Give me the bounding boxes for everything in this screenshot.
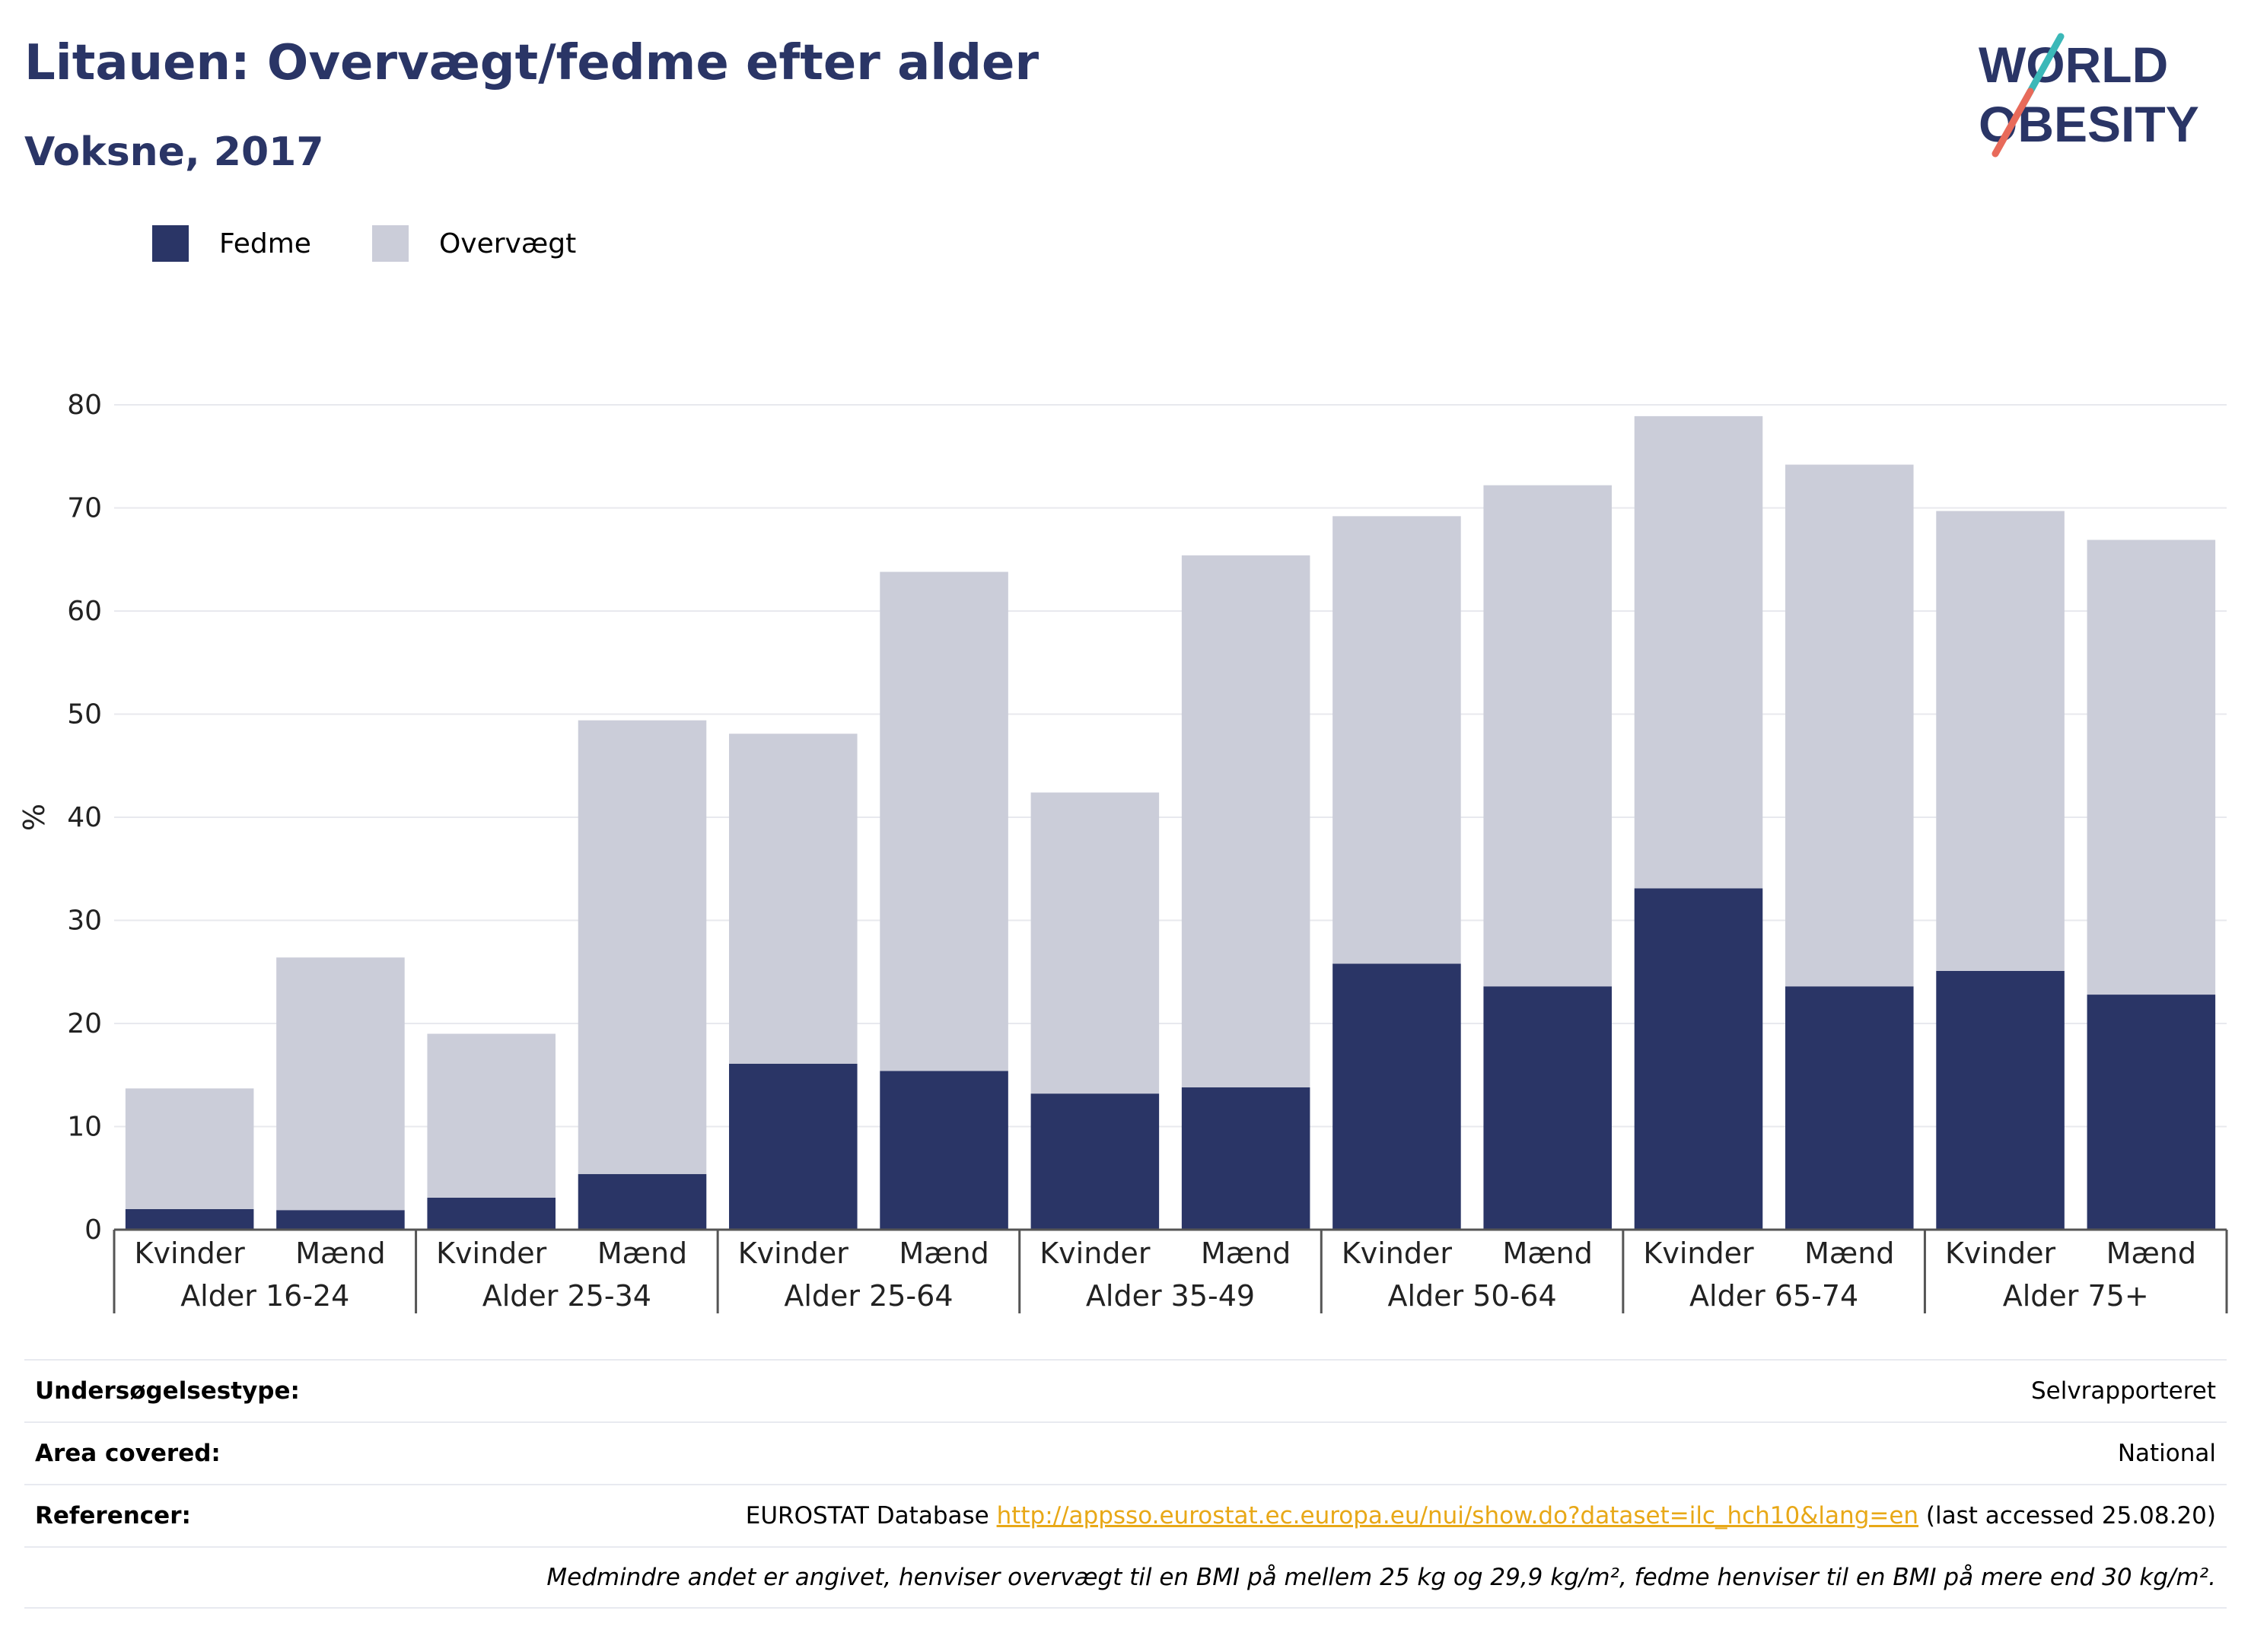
bar-fedme bbox=[729, 1063, 858, 1230]
legend-swatch-fedme bbox=[152, 225, 189, 262]
x-tick-label: Mænd bbox=[1503, 1237, 1593, 1270]
bar-fedme bbox=[1634, 888, 1763, 1230]
x-tick-label: Mænd bbox=[899, 1237, 989, 1270]
references-value: EUROSTAT Database http://appsso.eurostat… bbox=[746, 1502, 2216, 1529]
x-tick-label: Kvinder bbox=[135, 1237, 246, 1270]
info-row-note: Medmindre andet er angivet, henviser ove… bbox=[24, 1546, 2227, 1609]
x-tick-label: Kvinder bbox=[1643, 1237, 1754, 1270]
world-obesity-logo: WORLD OBESITY bbox=[1979, 33, 2199, 158]
bar-overvaegt bbox=[1634, 415, 1763, 889]
x-tick-label: Kvinder bbox=[1342, 1237, 1453, 1270]
survey-label: Undersøgelsestype: bbox=[35, 1377, 300, 1405]
legend-label-fedme: Fedme bbox=[219, 228, 311, 259]
x-tick-label: Kvinder bbox=[1040, 1237, 1151, 1270]
y-tick-label: 50 bbox=[67, 699, 102, 731]
legend-swatch-overvaegt bbox=[371, 225, 409, 262]
bar-overvaegt bbox=[2087, 540, 2216, 995]
info-row-area: Area covered: National bbox=[24, 1421, 2227, 1484]
bar-fedme bbox=[427, 1197, 556, 1230]
y-tick-label: 70 bbox=[67, 493, 102, 524]
bar-overvaegt bbox=[125, 1088, 254, 1209]
bar-fedme bbox=[1181, 1087, 1310, 1230]
bar-fedme bbox=[1332, 963, 1461, 1230]
y-tick-label: 60 bbox=[67, 596, 102, 627]
logo-line1: WORLD bbox=[1979, 37, 2168, 93]
bar-fedme bbox=[1936, 970, 2065, 1230]
reference-source: EUROSTAT Database bbox=[745, 1502, 989, 1529]
bar-fedme bbox=[1483, 986, 1612, 1230]
chart-subtitle: Voksne, 2017 bbox=[24, 129, 324, 175]
references-label: Referencer: bbox=[35, 1502, 191, 1529]
reference-accessed: (last accessed 25.08.20) bbox=[1925, 1502, 2216, 1529]
bar-fedme bbox=[125, 1208, 254, 1230]
legend-item-fedme[interactable]: Fedme bbox=[152, 225, 311, 262]
bar-fedme bbox=[1030, 1093, 1160, 1230]
survey-value: Selvrapporteret bbox=[2030, 1377, 2216, 1405]
bar-overvaegt bbox=[1030, 792, 1160, 1094]
reference-link[interactable]: http://appsso.eurostat.ec.europa.eu/nui/… bbox=[996, 1502, 1919, 1529]
bar-fedme bbox=[880, 1071, 1008, 1230]
stacked-bar-chart: 0 10 20 30 40 50 60 70 80% Kvinder Mænd Kvinder Mænd… bbox=[18, 390, 2228, 1313]
x-tick-label: Mænd bbox=[2106, 1237, 2196, 1270]
legend: Fedme Overvægt bbox=[152, 225, 637, 262]
info-row-survey: Undersøgelsestype: Selvrapporteret bbox=[24, 1359, 2227, 1421]
y-tick-label: 10 bbox=[67, 1112, 102, 1143]
legend-label-overvaegt: Overvægt bbox=[438, 228, 577, 259]
bar-overvaegt bbox=[276, 957, 405, 1211]
bar-fedme bbox=[2087, 995, 2216, 1230]
bar-fedme bbox=[1785, 986, 1914, 1230]
bar-overvaegt bbox=[1785, 464, 1914, 987]
y-tick-label: 40 bbox=[67, 802, 102, 833]
group-label: Alder 16-24 bbox=[180, 1279, 349, 1313]
bar-overvaegt bbox=[1181, 555, 1310, 1088]
legend-item-overvaegt[interactable]: Overvægt bbox=[371, 225, 577, 262]
area-value: National bbox=[2117, 1440, 2216, 1467]
x-tick-label: Kvinder bbox=[436, 1237, 547, 1270]
info-row-references: Referencer: EUROSTAT Database http://app… bbox=[24, 1484, 2227, 1546]
bar-overvaegt bbox=[1332, 516, 1461, 964]
group-label: Alder 35-49 bbox=[1086, 1279, 1255, 1313]
chart-title: Litauen: Overvægt/fedme efter alder bbox=[24, 35, 1039, 91]
y-axis-label: % bbox=[18, 804, 51, 831]
bar-overvaegt bbox=[880, 571, 1008, 1071]
bar-overvaegt bbox=[729, 734, 858, 1064]
definition-note: Medmindre andet er angivet, henviser ove… bbox=[546, 1564, 2216, 1591]
x-tick-label: Mænd bbox=[597, 1237, 687, 1270]
x-tick-label: Kvinder bbox=[738, 1237, 849, 1270]
bar-fedme bbox=[578, 1173, 707, 1230]
bar-overvaegt bbox=[427, 1033, 556, 1198]
x-tick-label: Mænd bbox=[1804, 1237, 1894, 1270]
group-label: Alder 25-64 bbox=[784, 1279, 953, 1313]
bar-overvaegt bbox=[578, 720, 707, 1174]
x-tick-label: Mænd bbox=[295, 1237, 385, 1270]
group-label: Alder 50-64 bbox=[1387, 1279, 1556, 1313]
bar-overvaegt bbox=[1936, 511, 2065, 971]
area-label: Area covered: bbox=[35, 1440, 221, 1467]
x-tick-label: Mænd bbox=[1201, 1237, 1291, 1270]
y-tick-label: 20 bbox=[67, 1008, 102, 1039]
x-tick-label: Kvinder bbox=[1945, 1237, 2056, 1270]
y-tick-label: 30 bbox=[67, 906, 102, 937]
bar-overvaegt bbox=[1483, 485, 1612, 987]
bar-fedme bbox=[276, 1210, 405, 1230]
y-tick-label: 80 bbox=[67, 390, 102, 421]
group-label: Alder 75+ bbox=[2003, 1279, 2149, 1313]
group-label: Alder 25-34 bbox=[482, 1279, 651, 1313]
y-tick-label: 0 bbox=[84, 1214, 102, 1246]
group-label: Alder 65-74 bbox=[1689, 1279, 1858, 1313]
